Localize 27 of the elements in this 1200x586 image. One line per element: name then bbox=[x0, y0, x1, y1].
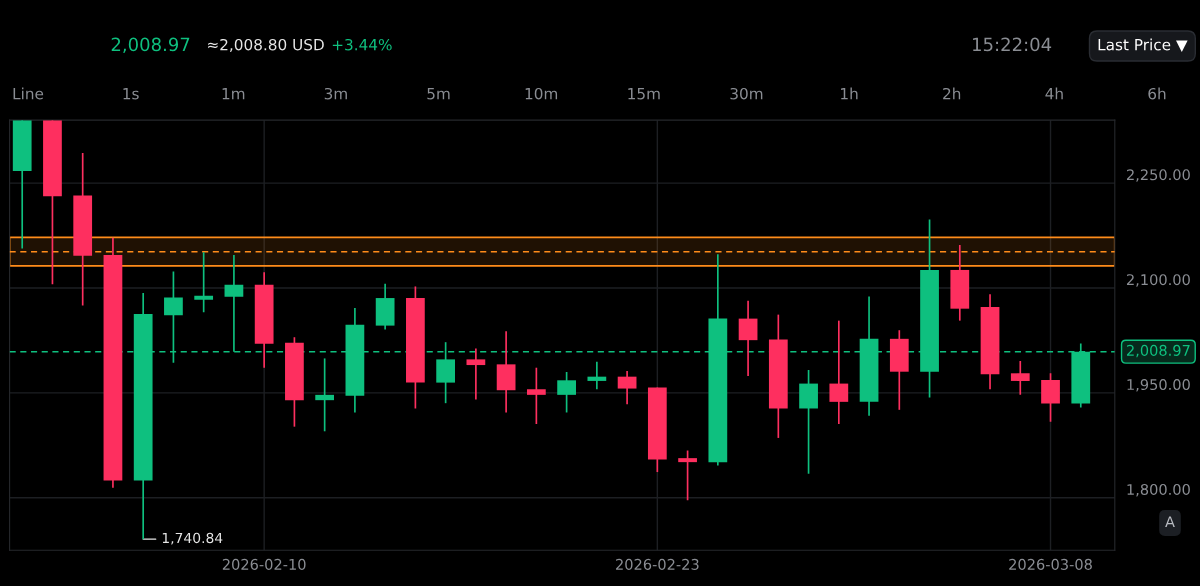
text: ≈2,008.80 USD bbox=[208, 38, 324, 52]
text: Last Price ▼ bbox=[1098, 38, 1188, 53]
y-tick-label: 1,800.00 bbox=[1127, 483, 1190, 497]
text: 15:22:04 bbox=[973, 37, 1052, 52]
x-tick-label: 2026-02-10 bbox=[222, 558, 306, 570]
text: 1h bbox=[841, 87, 858, 100]
text: 1s bbox=[123, 88, 139, 100]
x-tick-label: 2026-03-08 bbox=[1009, 558, 1092, 570]
text: 1m bbox=[222, 88, 245, 100]
annotation: 1,740.84 bbox=[162, 532, 223, 545]
y-tick-label: 1,950.00 bbox=[1127, 379, 1190, 392]
text: 30m bbox=[730, 87, 763, 100]
text: 4h bbox=[1045, 87, 1063, 100]
text: 15m bbox=[628, 88, 660, 100]
text: A bbox=[1165, 516, 1175, 528]
y-tick-label: 2,100.00 bbox=[1126, 274, 1190, 287]
ref-line-label: 2,008.97 bbox=[1126, 344, 1190, 358]
text: 3m bbox=[324, 87, 347, 100]
text: 2,008.97 bbox=[111, 37, 190, 54]
text: +3.44% bbox=[332, 38, 392, 51]
x-tick-label: 2026-02-23 bbox=[616, 558, 699, 570]
text: 6h bbox=[1148, 87, 1166, 100]
text: 10m bbox=[525, 87, 558, 100]
text: Line bbox=[13, 87, 44, 100]
text: 5m bbox=[427, 88, 450, 100]
text: 2h bbox=[943, 87, 961, 100]
y-tick-label: 2,250.00 bbox=[1126, 169, 1190, 182]
